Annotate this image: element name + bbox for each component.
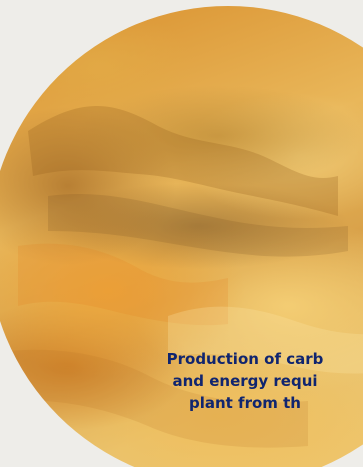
caption-line-1: Production of carb (166, 350, 324, 368)
caption-text: Production of carb and energy requi plan… (100, 348, 363, 414)
caption-line-2: and energy requi (172, 372, 318, 390)
caption-line-3: plant from th (188, 394, 301, 412)
